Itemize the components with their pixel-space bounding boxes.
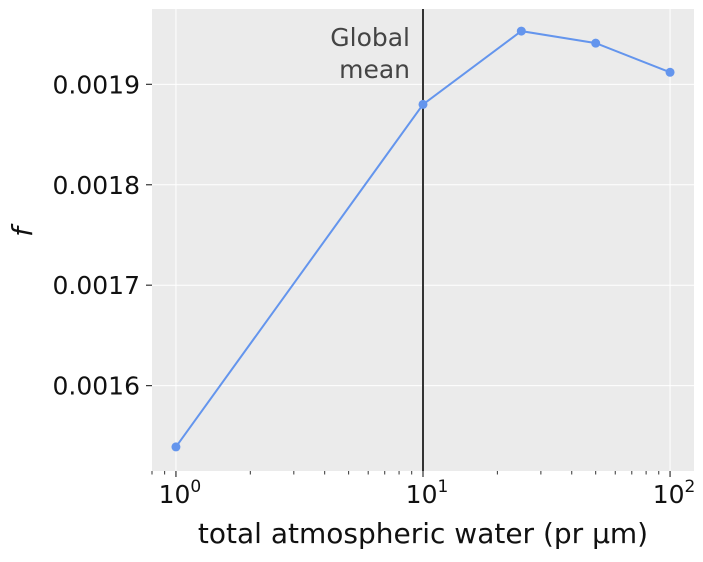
data-point: [171, 442, 181, 452]
global-mean-label-line1: Global: [330, 23, 410, 52]
data-point: [418, 99, 428, 109]
x-tick-label: 101: [406, 477, 449, 509]
x-axis-title: total atmospheric water (pr μm): [198, 517, 648, 550]
data-point: [665, 67, 675, 77]
y-tick-label: 0.0017: [53, 271, 140, 300]
y-tick-labels: 0.0016 0.0017 0.0018 0.0019: [53, 70, 140, 400]
global-mean-marker: Global mean: [330, 9, 424, 471]
y-tick-label: 0.0018: [53, 171, 140, 200]
axis-ticks: [146, 83, 671, 477]
y-axis-title: f: [6, 223, 39, 237]
data-point: [591, 38, 601, 48]
series: [171, 26, 675, 452]
x-tick-label: 100: [159, 477, 202, 509]
y-tick-label: 0.0019: [53, 70, 140, 99]
x-tick-label: 102: [653, 477, 696, 509]
data-point: [516, 26, 526, 36]
y-tick-label: 0.0016: [53, 372, 140, 401]
x-tick-labels: 100 101 102: [159, 477, 696, 509]
global-mean-label-line2: mean: [339, 55, 410, 84]
